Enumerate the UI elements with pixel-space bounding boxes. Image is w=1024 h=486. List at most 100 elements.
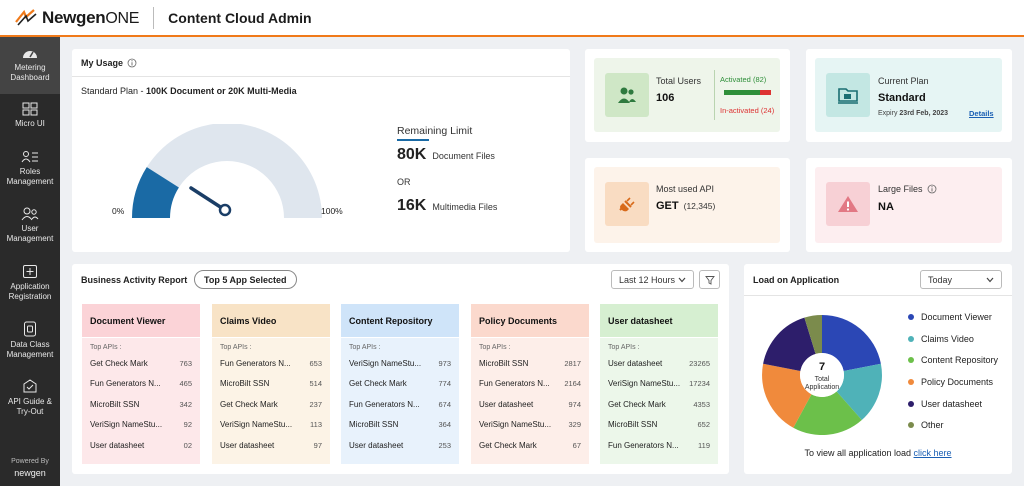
sidebar-item-label: Micro UI — [15, 119, 45, 128]
load-divider — [744, 295, 1012, 296]
api-name: Get Check Mark — [608, 399, 666, 409]
api-count: 763 — [179, 358, 192, 368]
info-icon[interactable] — [127, 58, 137, 68]
api-count: 2164 — [564, 379, 581, 389]
top-apis-label: Top APIs : — [220, 344, 252, 351]
api-row: MicroBilt SSN 342 — [82, 394, 200, 415]
top-bar: NewgenONE Content Cloud Admin — [0, 0, 1024, 37]
data-class-icon — [24, 321, 36, 337]
load-footer-text: To view all application load — [804, 448, 912, 458]
app-card-title: Content Repository — [341, 304, 459, 338]
legend-item-document-viewer[interactable]: Document Viewer — [908, 306, 998, 328]
powered-by: Powered By newgen — [0, 458, 60, 478]
mm-files-label: Multimedia Files — [432, 202, 498, 212]
users-icon — [21, 207, 39, 221]
info-icon[interactable] — [927, 184, 937, 194]
sidebar-item-micro-ui[interactable]: Micro UI — [0, 102, 60, 154]
newgen-logo[interactable]: NewgenONE — [14, 0, 139, 36]
mm-files-row: 16K Multimedia Files — [397, 197, 497, 215]
large-files-title: Large Files — [878, 184, 923, 194]
click-here-link[interactable]: click here — [913, 448, 952, 458]
plan-expiry: Expiry 23rd Feb, 2023 — [878, 110, 948, 117]
legend-dot — [908, 357, 914, 364]
brand-name: Newgen — [42, 7, 106, 27]
sidebar-item-data-class-management[interactable]: Data Class Management — [0, 321, 60, 373]
chevron-down-icon — [678, 277, 686, 282]
gauge-min-label: 0% — [112, 206, 125, 216]
app-card-policy-documents[interactable]: Policy Documents Top APIs : MicroBilt SS… — [471, 304, 589, 464]
sidebar-item-metering-dashboard[interactable]: Metering Dashboard — [0, 37, 60, 94]
chevron-down-icon — [986, 277, 994, 282]
donut-total-value: 7 — [819, 361, 825, 373]
api-row: User datasheet 23265 — [600, 353, 718, 374]
legend-item-content-repository[interactable]: Content Repository — [908, 349, 998, 371]
api-count: 973 — [438, 358, 451, 368]
current-plan-title: Current Plan — [878, 76, 929, 86]
top-apis-label: Top APIs : — [608, 344, 640, 351]
api-row: VeriSign NameStu... 17234 — [600, 374, 718, 395]
top-apis-label: Top APIs : — [349, 344, 381, 351]
sidebar-item-application-registration[interactable]: Application Registration — [0, 264, 60, 316]
activated-count: (82) — [752, 75, 767, 84]
api-name: Fun Generators N... — [479, 379, 550, 389]
plan-details-link[interactable]: Details — [969, 109, 994, 118]
inactivated-label: In-activated (24) — [720, 106, 774, 115]
api-count: 23265 — [689, 358, 710, 368]
top5-app-selector[interactable]: Top 5 App Selected — [194, 270, 297, 289]
api-name: VeriSign NameStu... — [90, 420, 163, 430]
most-used-api-value: GET — [656, 200, 679, 212]
api-row: VeriSign NameStu... 329 — [471, 415, 589, 436]
sidebar-item-label: API Guide & Try-Out — [7, 397, 53, 416]
app-card-document-viewer[interactable]: Document Viewer Top APIs : Get Check Mar… — [82, 304, 200, 464]
plan-prefix: Standard Plan - — [81, 86, 147, 96]
gauge-track — [132, 124, 322, 218]
sidebar-item-roles-management[interactable]: Roles Management — [0, 150, 60, 202]
sidebar-item-user-management[interactable]: User Management — [0, 207, 60, 259]
api-row: User datasheet 97 — [212, 435, 330, 456]
api-name: User datasheet — [90, 440, 145, 450]
api-row: Fun Generators N... 119 — [600, 435, 718, 456]
legend-item-claims-video[interactable]: Claims Video — [908, 328, 998, 350]
time-range-select[interactable]: Last 12 Hours — [611, 270, 694, 289]
sidebar-item-api-guide[interactable]: API Guide & Try-Out — [0, 378, 60, 430]
business-activity-card: Business Activity Report Top 5 App Selec… — [72, 264, 729, 474]
inactivated-text: In-activated — [720, 106, 759, 115]
api-row: Get Check Mark 763 — [82, 353, 200, 374]
load-range-select[interactable]: Today — [920, 270, 1002, 289]
top-apis-label: Top APIs : — [479, 344, 511, 351]
app-card-content-repository[interactable]: Content Repository Top APIs : VeriSign N… — [341, 304, 459, 464]
remaining-limit-title: Remaining Limit — [397, 125, 473, 137]
donut-total-label-1: Total — [815, 376, 830, 383]
legend-item-other[interactable]: Other — [908, 414, 998, 436]
activated-text: Activated — [720, 75, 751, 84]
most-used-api-count: (12,345) — [683, 201, 716, 211]
users-icon — [618, 87, 636, 103]
most-used-api-panel: Most used API GET (12,345) — [594, 167, 780, 243]
filter-button[interactable] — [699, 270, 720, 289]
api-row: User datasheet 02 — [82, 435, 200, 456]
donut-slice-claims-video — [836, 363, 882, 420]
legend-item-user-datasheet[interactable]: User datasheet — [908, 393, 998, 415]
app-card-user-datasheet[interactable]: User datasheet Top APIs : User datasheet… — [600, 304, 718, 464]
app-card-claims-video[interactable]: Claims Video Top APIs : Fun Generators N… — [212, 304, 330, 464]
business-activity-title: Business Activity Report — [81, 275, 188, 285]
api-name: Get Check Mark — [349, 379, 407, 389]
legend-dot — [908, 400, 914, 407]
app-card-title: User datasheet — [600, 304, 718, 338]
newgen-logo-icon — [14, 8, 38, 28]
legend-label: Document Viewer — [921, 311, 992, 322]
gauge-needle — [189, 186, 227, 212]
doc-files-value: 80K — [397, 146, 427, 163]
sidebar: Metering Dashboard Micro UI Roles Manage… — [0, 37, 60, 486]
legend-item-policy-documents[interactable]: Policy Documents — [908, 371, 998, 393]
total-users-value: 106 — [656, 92, 675, 104]
api-row: VeriSign NameStu... 92 — [82, 415, 200, 436]
sidebar-item-label: Metering Dashboard — [10, 63, 50, 82]
api-name: MicroBilt SSN — [608, 420, 658, 430]
total-users-card: Total Users 106 Activated (82) In-activa… — [585, 49, 790, 142]
inactivated-count: (24) — [760, 106, 775, 115]
load-on-application-card: Load on Application Today 7 Total Applic… — [744, 264, 1012, 474]
grid-icon — [22, 102, 38, 116]
api-count: 514 — [309, 379, 322, 389]
api-row: Get Check Mark 774 — [341, 374, 459, 395]
